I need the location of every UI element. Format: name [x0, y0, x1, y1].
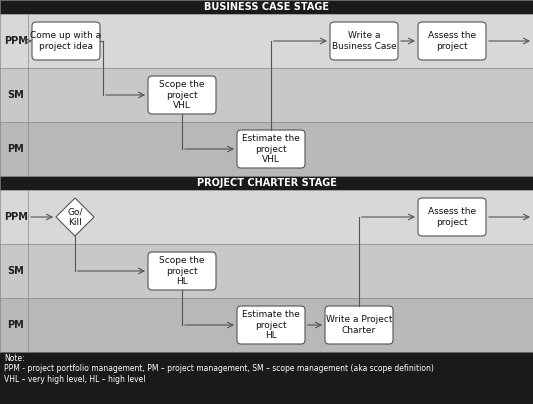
Text: SM: SM: [7, 90, 25, 100]
Bar: [0, 0, 533, 14]
Text: SM: SM: [7, 266, 25, 276]
FancyBboxPatch shape: [237, 130, 305, 168]
Text: Assess the
project: Assess the project: [428, 207, 476, 227]
Text: Assess the
project: Assess the project: [428, 31, 476, 50]
FancyBboxPatch shape: [32, 22, 100, 60]
Text: PM: PM: [7, 320, 25, 330]
Bar: [0, 352, 533, 404]
Text: PPM: PPM: [4, 36, 28, 46]
FancyBboxPatch shape: [148, 252, 216, 290]
Text: PPM: PPM: [4, 212, 28, 222]
Text: Write a
Business Case: Write a Business Case: [332, 31, 397, 50]
FancyBboxPatch shape: [418, 22, 486, 60]
Text: Scope the
project
VHL: Scope the project VHL: [159, 80, 205, 110]
Text: Note:
PPM - project portfolio management, PM – project management, SM – scope ma: Note: PPM - project portfolio management…: [4, 354, 434, 384]
Text: Write a Project
Charter: Write a Project Charter: [326, 315, 392, 335]
Text: PROJECT CHARTER STAGE: PROJECT CHARTER STAGE: [197, 178, 336, 188]
FancyBboxPatch shape: [330, 22, 398, 60]
FancyBboxPatch shape: [325, 306, 393, 344]
Text: Scope the
project
HL: Scope the project HL: [159, 256, 205, 286]
Text: Come up with a
project idea: Come up with a project idea: [30, 31, 102, 50]
FancyBboxPatch shape: [148, 76, 216, 114]
Bar: [0, 122, 533, 176]
Bar: [0, 190, 533, 244]
Bar: [0, 244, 533, 298]
Text: Go/
Kill: Go/ Kill: [67, 207, 83, 227]
Bar: [0, 14, 533, 68]
Bar: [0, 298, 533, 352]
Text: PM: PM: [7, 144, 25, 154]
Bar: [0, 176, 533, 190]
FancyBboxPatch shape: [418, 198, 486, 236]
Text: Estimate the
project
HL: Estimate the project HL: [242, 310, 300, 340]
FancyBboxPatch shape: [237, 306, 305, 344]
Polygon shape: [56, 198, 94, 236]
Text: BUSINESS CASE STAGE: BUSINESS CASE STAGE: [204, 2, 329, 12]
Bar: [0, 68, 533, 122]
Text: Estimate the
project
VHL: Estimate the project VHL: [242, 134, 300, 164]
